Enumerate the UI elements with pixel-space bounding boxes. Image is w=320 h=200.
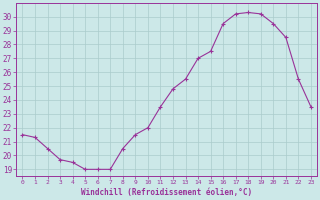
X-axis label: Windchill (Refroidissement éolien,°C): Windchill (Refroidissement éolien,°C): [81, 188, 252, 197]
